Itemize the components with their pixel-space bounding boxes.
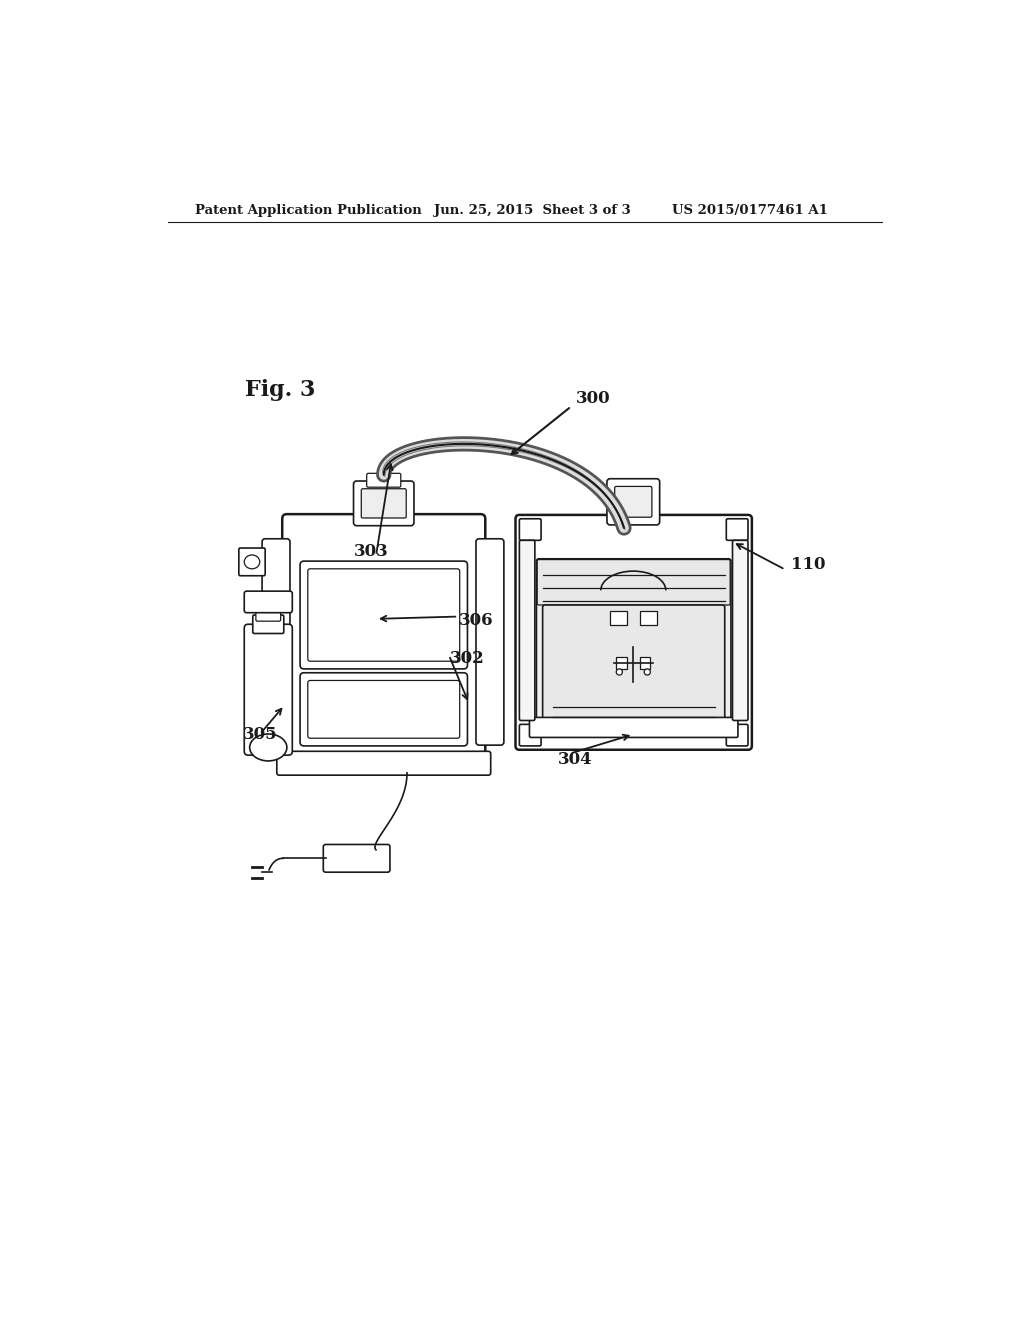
Ellipse shape <box>644 669 650 675</box>
Text: 303: 303 <box>354 543 389 560</box>
Bar <box>640 656 650 669</box>
Text: 110: 110 <box>791 556 825 573</box>
FancyBboxPatch shape <box>361 488 407 517</box>
Ellipse shape <box>250 734 287 760</box>
FancyBboxPatch shape <box>245 591 292 612</box>
FancyBboxPatch shape <box>324 845 390 873</box>
Ellipse shape <box>616 669 623 675</box>
FancyBboxPatch shape <box>726 725 748 746</box>
FancyBboxPatch shape <box>543 605 725 729</box>
FancyBboxPatch shape <box>538 560 730 605</box>
FancyBboxPatch shape <box>239 548 265 576</box>
FancyBboxPatch shape <box>308 681 460 738</box>
FancyBboxPatch shape <box>367 474 400 487</box>
FancyBboxPatch shape <box>308 569 460 661</box>
FancyBboxPatch shape <box>476 539 504 744</box>
FancyBboxPatch shape <box>519 519 541 540</box>
Text: Fig. 3: Fig. 3 <box>246 379 315 401</box>
FancyBboxPatch shape <box>529 718 738 738</box>
FancyBboxPatch shape <box>262 539 290 744</box>
FancyBboxPatch shape <box>300 561 467 669</box>
Text: 305: 305 <box>243 726 278 743</box>
FancyBboxPatch shape <box>515 515 752 750</box>
Text: Jun. 25, 2015  Sheet 3 of 3: Jun. 25, 2015 Sheet 3 of 3 <box>433 205 631 218</box>
Bar <box>616 656 627 669</box>
FancyBboxPatch shape <box>614 487 652 517</box>
FancyBboxPatch shape <box>353 480 414 525</box>
FancyBboxPatch shape <box>726 519 748 540</box>
Text: 306: 306 <box>459 612 494 628</box>
FancyBboxPatch shape <box>519 540 535 721</box>
FancyBboxPatch shape <box>300 673 467 746</box>
FancyBboxPatch shape <box>253 615 284 634</box>
Bar <box>610 611 627 626</box>
Text: 300: 300 <box>575 391 610 407</box>
FancyBboxPatch shape <box>607 479 659 525</box>
Bar <box>640 611 656 626</box>
FancyBboxPatch shape <box>519 725 541 746</box>
FancyBboxPatch shape <box>537 558 731 733</box>
FancyBboxPatch shape <box>283 515 485 762</box>
Text: Patent Application Publication: Patent Application Publication <box>196 205 422 218</box>
Text: 304: 304 <box>558 751 593 767</box>
Text: US 2015/0177461 A1: US 2015/0177461 A1 <box>672 205 827 218</box>
FancyBboxPatch shape <box>276 751 490 775</box>
FancyBboxPatch shape <box>732 540 748 721</box>
FancyBboxPatch shape <box>256 607 281 622</box>
Text: 302: 302 <box>450 651 484 668</box>
Ellipse shape <box>245 554 260 569</box>
FancyBboxPatch shape <box>245 624 292 755</box>
